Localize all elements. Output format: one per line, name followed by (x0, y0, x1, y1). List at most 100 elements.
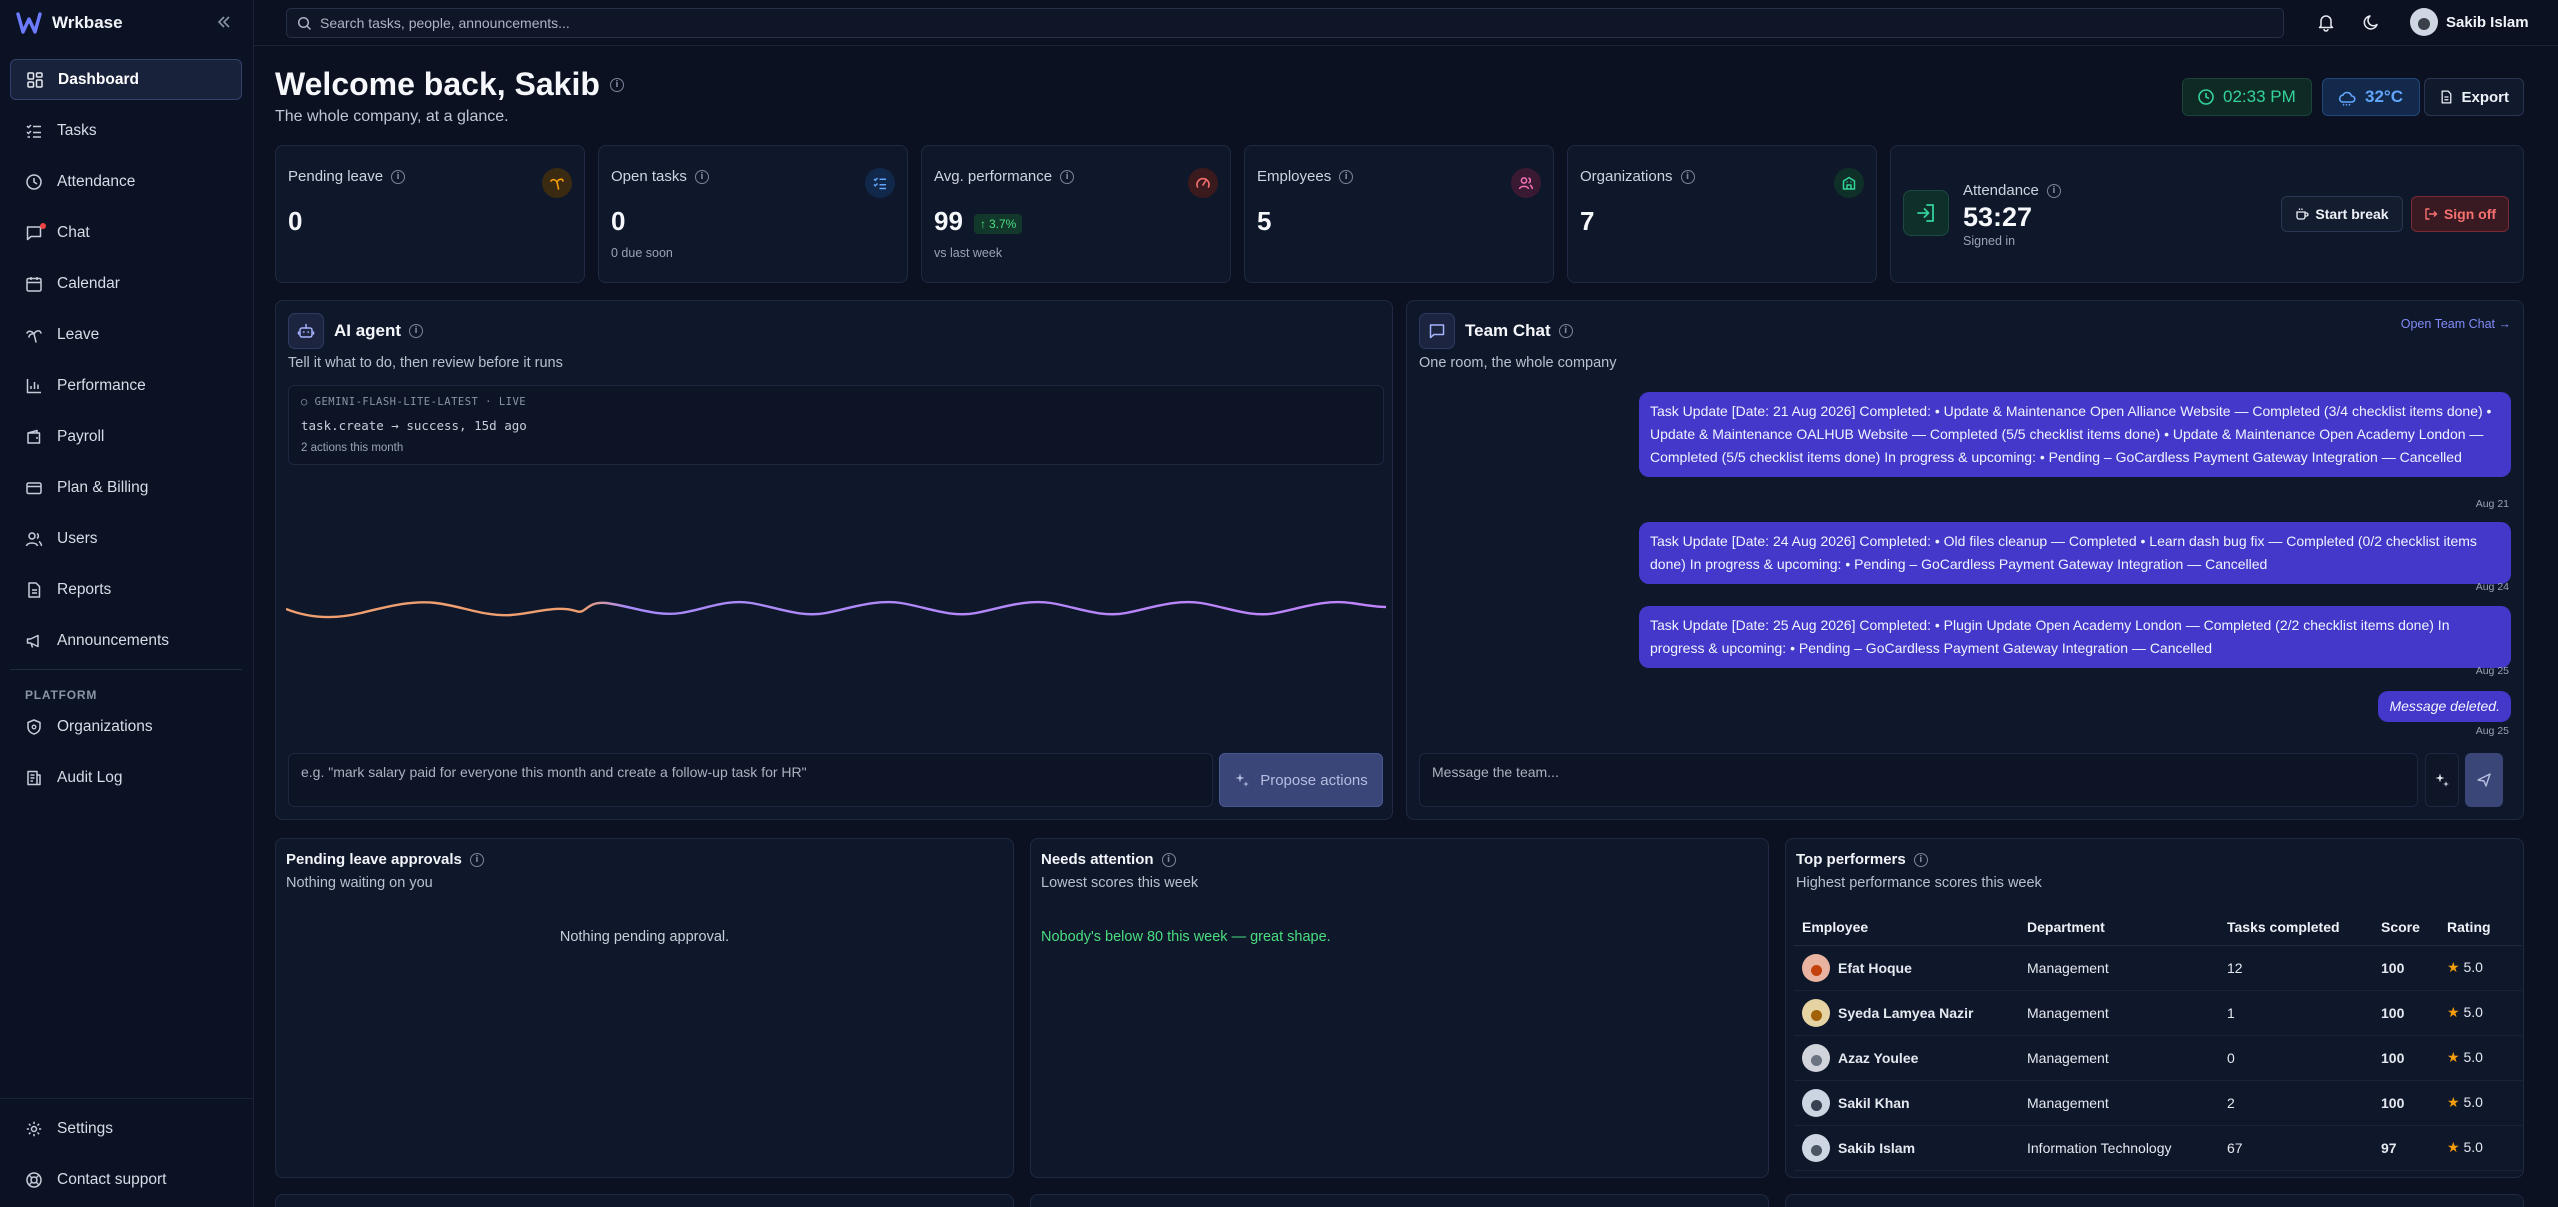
sidebar-item-label: Plan & Billing (57, 478, 149, 496)
sidebar-item-dashboard[interactable]: Dashboard (10, 59, 242, 100)
chat-message[interactable]: Task Update [Date: 24 Aug 2026] Complete… (1639, 522, 2511, 584)
sidebar-item-reports[interactable]: Reports (10, 569, 242, 610)
sidebar-item-organizations[interactable]: Organizations (10, 706, 242, 747)
table-row[interactable]: Sakib Islam Information Technology 67 97… (1794, 1125, 2522, 1171)
stat-value: 5 (1257, 206, 1272, 236)
info-icon[interactable]: i (1339, 169, 1354, 184)
pending-leave-subtitle: Nothing waiting on you (286, 875, 433, 891)
table-row[interactable]: Syeda Lamyea Nazir Management 1 100 ★ 5.… (1794, 990, 2522, 1036)
export-label: Export (2461, 88, 2509, 106)
sidebar-item-calendar[interactable]: Calendar (10, 263, 242, 304)
deleted-message: Message deleted. (2378, 691, 2511, 722)
moon-icon[interactable] (2362, 12, 2382, 32)
sign-off-button[interactable]: Sign off (2411, 196, 2509, 232)
info-icon[interactable]: i (609, 77, 624, 92)
info-icon[interactable]: i (2046, 183, 2061, 198)
stat-label: Open tasks i (611, 168, 709, 185)
rating: ★ 5.0 (2439, 1035, 2522, 1081)
ai-assist-button[interactable] (2425, 753, 2459, 807)
sidebar-item-attendance[interactable]: Attendance (10, 161, 242, 202)
user-name: Sakib Islam (2446, 13, 2529, 31)
sidebar-item-chat[interactable]: Chat (10, 212, 242, 253)
message-input[interactable]: Message the team... (1419, 753, 2418, 807)
report-icon (28, 581, 41, 598)
info-icon[interactable]: i (1161, 852, 1176, 867)
tasks-completed: 1 (2219, 990, 2373, 1036)
propose-actions-button[interactable]: Propose actions (1219, 753, 1383, 807)
sidebar-item-audit-log[interactable]: Audit Log (10, 757, 242, 798)
table-row[interactable]: Efat Hoque Management 12 100 ★ 5.0 (1794, 945, 2522, 991)
panel-title: Pending leave approvals i (286, 851, 484, 868)
chat-message[interactable]: Task Update [Date: 25 Aug 2026] Complete… (1639, 606, 2511, 668)
ai-command-input[interactable]: e.g. "mark salary paid for everyone this… (288, 753, 1213, 807)
stat-card-employees[interactable]: Employees i 5 (1244, 145, 1554, 283)
info-icon[interactable]: i (1913, 852, 1928, 867)
stat-value: 0 (288, 206, 303, 236)
score: 97 (2373, 1125, 2439, 1171)
top-bar: Sakib Islam (254, 0, 2558, 46)
score: 100 (2373, 990, 2439, 1036)
trend-value: 3.7% (989, 217, 1017, 231)
user-menu[interactable]: Sakib Islam (2410, 8, 2529, 36)
sidebar-item-tasks[interactable]: Tasks (10, 110, 242, 151)
info-icon[interactable]: i (469, 852, 484, 867)
sidebar-item-plan-billing[interactable]: Plan & Billing (10, 467, 242, 508)
start-break-button[interactable]: Start break (2281, 196, 2403, 232)
column-header[interactable]: Employee (1794, 909, 2019, 946)
bell-icon[interactable] (2316, 12, 2336, 32)
needs-attention-subtitle: Lowest scores this week (1041, 875, 1199, 891)
stat-card-organizations[interactable]: Organizations i 7 (1567, 145, 1877, 283)
sidebar-item-announcements[interactable]: Announcements (10, 620, 242, 661)
department: Management (2019, 1035, 2219, 1081)
stat-card-pending-leave[interactable]: Pending leave i 0 (275, 145, 585, 283)
attendance-timer: 53:27 (1963, 202, 2033, 232)
sidebar-item-users[interactable]: Users (10, 518, 242, 559)
stat-card-avg-performance[interactable]: Avg. performance i 99 ↑ 3.7% vs last week (921, 145, 1231, 283)
weather-badge: 32°C (2322, 78, 2420, 116)
send-button[interactable] (2465, 753, 2503, 807)
score: 100 (2373, 945, 2439, 991)
brand[interactable]: Wrkbase (16, 10, 123, 36)
table-row[interactable]: Azaz Youlee Management 0 100 ★ 5.0 (1794, 1035, 2522, 1081)
megaphone-icon (26, 634, 39, 648)
card-icon (26, 481, 42, 494)
sidebar-section-label: PLATFORM (25, 688, 98, 702)
clock-icon (2198, 89, 2214, 105)
open-team-chat-link[interactable]: Open Team Chat → (2400, 317, 2511, 331)
sidebar-item-settings[interactable]: Settings (10, 1108, 242, 1149)
column-header[interactable]: Department (2019, 909, 2219, 946)
panel-title: Top performers i (1796, 851, 1928, 868)
top-performers-subtitle: Highest performance scores this week (1796, 875, 2042, 891)
info-icon[interactable]: i (1558, 324, 1573, 338)
info-icon[interactable]: i (1680, 169, 1695, 184)
sidebar-item-leave[interactable]: Leave (10, 314, 242, 355)
stat-label: Organizations i (1580, 168, 1695, 185)
info-icon[interactable]: i (391, 169, 406, 184)
column-header[interactable]: Score (2373, 909, 2439, 946)
wrkbase-logo-icon (16, 12, 42, 34)
star-icon: ★ (2447, 1094, 2460, 1110)
info-icon[interactable]: i (409, 324, 424, 338)
column-header[interactable]: Tasks completed (2219, 909, 2373, 946)
search-input[interactable] (320, 15, 2220, 31)
chat-message[interactable]: Task Update [Date: 21 Aug 2026] Complete… (1639, 392, 2511, 477)
building-icon (1834, 168, 1864, 198)
tasks-icon (865, 168, 895, 198)
collapse-sidebar-icon[interactable] (214, 12, 234, 32)
table-row[interactable]: Sakil Khan Management 2 100 ★ 5.0 (1794, 1080, 2522, 1126)
search-box[interactable] (286, 8, 2284, 38)
sidebar-item-performance[interactable]: Performance (10, 365, 242, 406)
stat-label: Avg. performance i (934, 168, 1075, 185)
stat-card-open-tasks[interactable]: Open tasks i 0 0 due soon (598, 145, 908, 283)
sidebar-item-payroll[interactable]: Payroll (10, 416, 242, 457)
info-icon[interactable]: i (1060, 169, 1075, 184)
column-header[interactable]: Rating (2439, 909, 2522, 946)
panel-title: AI agent i (334, 321, 424, 341)
sidebar-item-label: Chat (57, 223, 90, 241)
export-button[interactable]: Export (2424, 78, 2524, 116)
model-status: ○ GEMINI-FLASH-LITE-LATEST · LIVE (301, 396, 527, 408)
sidebar-item-contact-support[interactable]: Contact support (10, 1159, 242, 1200)
info-icon[interactable]: i (694, 169, 709, 184)
stat-label-text: Pending leave (288, 168, 384, 185)
department: Management (2019, 945, 2219, 991)
